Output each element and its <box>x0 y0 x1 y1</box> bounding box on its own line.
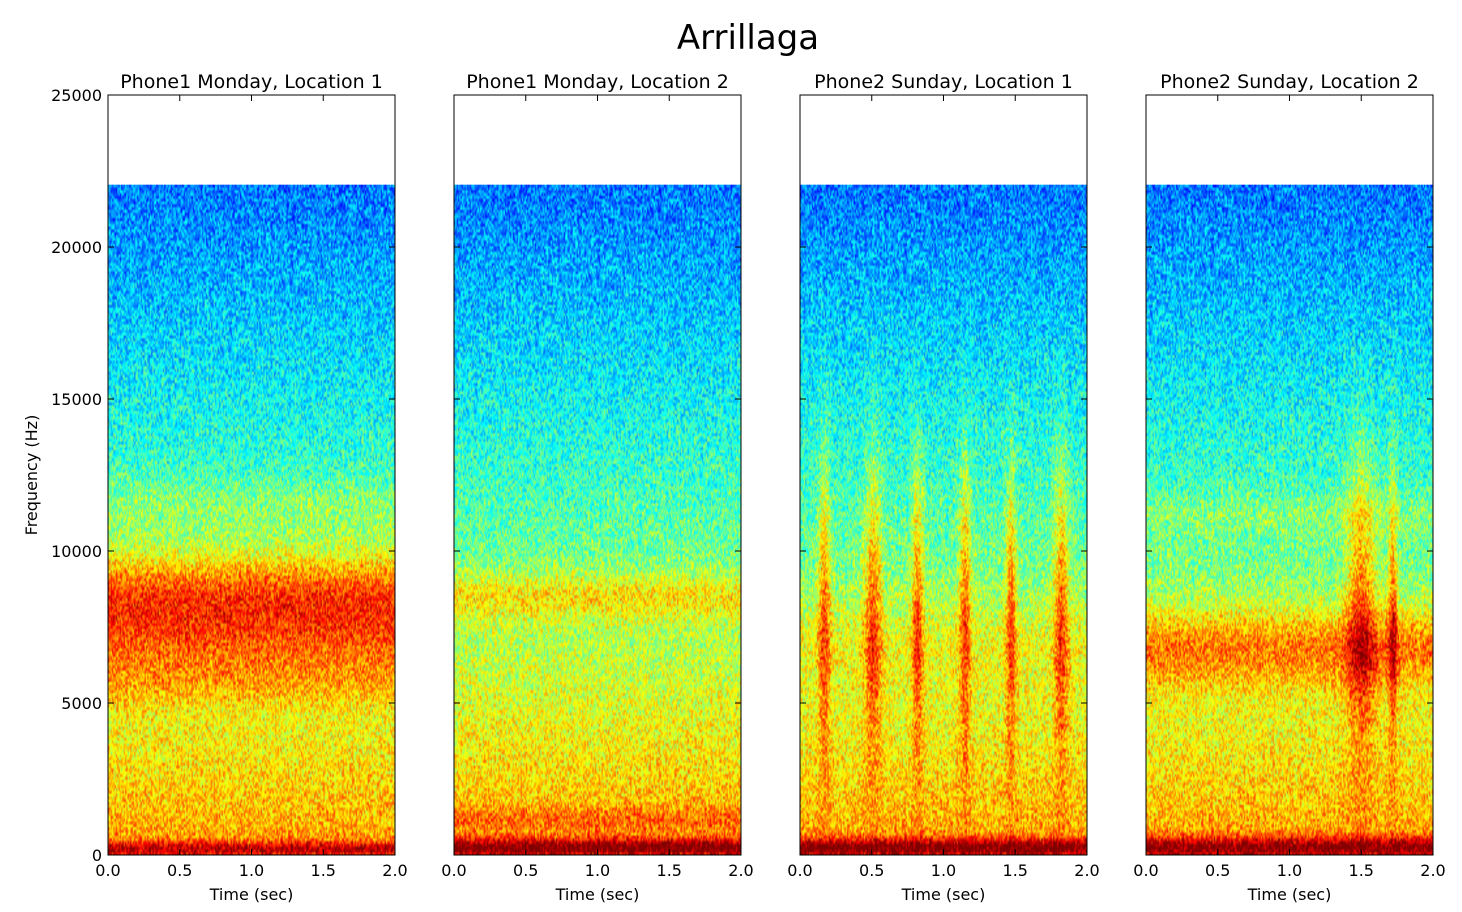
y-tick-label: 20000 <box>51 238 102 257</box>
x-tick-label: 1.5 <box>1349 861 1374 880</box>
panel-title: Phone2 Sunday, Location 1 <box>814 71 1073 93</box>
spectrogram-panel-3: Phone2 Sunday, Location 1 0.0 0.5 1.0 1.5 2.0… <box>787 71 1099 904</box>
y-tick-label: 10000 <box>51 542 102 561</box>
x-tick-label: 1.0 <box>1277 861 1302 880</box>
y-tick-label: 5000 <box>61 694 102 713</box>
x-tick-label: 0.0 <box>95 861 120 880</box>
x-tick-label: 0.5 <box>167 861 192 880</box>
spectrogram-heatmap <box>1146 184 1433 855</box>
x-tick-label: 0.5 <box>859 861 884 880</box>
x-tick-label: 1.5 <box>657 861 682 880</box>
x-tick-label: 2.0 <box>1420 861 1445 880</box>
x-tick-label: 2.0 <box>382 861 407 880</box>
x-tick-label: 0.5 <box>513 861 538 880</box>
x-tick-label: 1.0 <box>239 861 264 880</box>
x-tick-label: 1.0 <box>931 861 956 880</box>
x-tick-label: 2.0 <box>1074 861 1099 880</box>
spectrogram-heatmap <box>108 184 395 855</box>
x-axis-label: Time (sec) <box>555 885 640 904</box>
x-tick-label: 0.0 <box>1133 861 1158 880</box>
y-tick-label: 25000 <box>51 86 102 105</box>
x-axis-label: Time (sec) <box>209 885 294 904</box>
y-axis-label: Frequency (Hz) <box>22 415 41 536</box>
x-tick-label: 1.5 <box>311 861 336 880</box>
panel-title: Phone1 Monday, Location 2 <box>466 71 729 93</box>
panel-title: Phone1 Monday, Location 1 <box>120 71 383 93</box>
spectrogram-heatmap <box>800 184 1087 855</box>
x-tick-label: 0.0 <box>787 861 812 880</box>
x-tick-label: 1.0 <box>585 861 610 880</box>
y-tick-label: 15000 <box>51 390 102 409</box>
spectrogram-panel-1: Phone1 Monday, Location 1 0.0 0.5 1.0 1.5 2.0… <box>22 71 408 904</box>
spectrogram-panel-4: Phone2 Sunday, Location 2 0.0 0.5 1.0 1.5 2.0… <box>1133 71 1445 904</box>
panel-title: Phone2 Sunday, Location 2 <box>1160 71 1419 93</box>
x-tick-label: 0.0 <box>441 861 466 880</box>
y-tick-label: 0 <box>92 846 102 865</box>
x-axis-label: Time (sec) <box>901 885 986 904</box>
x-tick-label: 0.5 <box>1205 861 1230 880</box>
x-axis-label: Time (sec) <box>1247 885 1332 904</box>
figure-title: Arrillaga <box>677 18 819 58</box>
x-tick-label: 1.5 <box>1003 861 1028 880</box>
spectrogram-panel-2: Phone1 Monday, Location 2 0.0 0.5 1.0 1.5 2.0… <box>441 71 753 904</box>
spectrogram-heatmap <box>454 184 741 855</box>
x-tick-label: 2.0 <box>728 861 753 880</box>
